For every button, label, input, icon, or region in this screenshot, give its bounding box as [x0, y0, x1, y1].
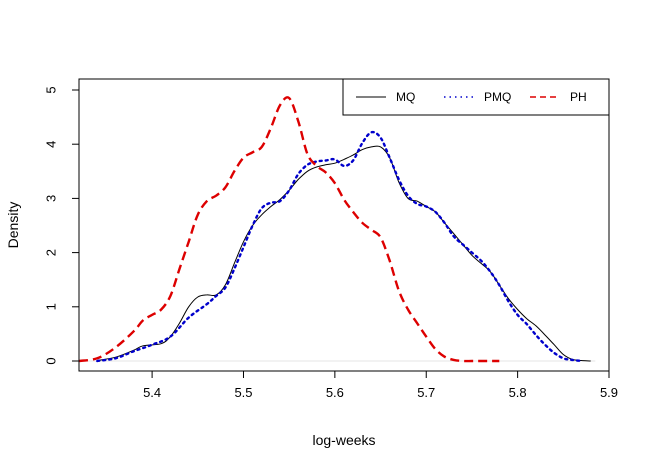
y-axis: 0 1 2 3 4 5: [43, 86, 80, 365]
y-tick-label: 2: [43, 249, 58, 256]
series-line-pmq: [96, 130, 583, 363]
legend-label-ph: PH: [570, 90, 587, 104]
legend-box: [342, 78, 610, 116]
x-tick-label: 5.5: [234, 385, 252, 400]
y-tick-label: 3: [43, 195, 58, 202]
x-tick-label: 5.8: [509, 385, 527, 400]
y-axis-title: Density: [5, 202, 21, 249]
y-tick-label: 1: [43, 303, 58, 310]
series-line-mq: [97, 145, 591, 362]
y-tick-label: 0: [43, 357, 58, 364]
x-axis-title: log-weeks: [312, 432, 375, 448]
x-tick-label: 5.4: [143, 385, 161, 400]
x-tick-label: 5.9: [600, 385, 618, 400]
x-axis: 5.4 5.5 5.6 5.7 5.8 5.9: [143, 370, 618, 400]
series-line-ph: [78, 96, 500, 363]
series-layer: [78, 96, 596, 363]
legend-label-pmq: PMQ: [484, 90, 511, 104]
y-tick-label: 4: [43, 141, 58, 148]
legend: MQ PMQ PH: [342, 78, 610, 116]
x-tick-label: 5.6: [326, 385, 344, 400]
legend-label-mq: MQ: [396, 90, 415, 104]
x-tick-label: 5.7: [417, 385, 435, 400]
y-tick-label: 5: [43, 86, 58, 93]
